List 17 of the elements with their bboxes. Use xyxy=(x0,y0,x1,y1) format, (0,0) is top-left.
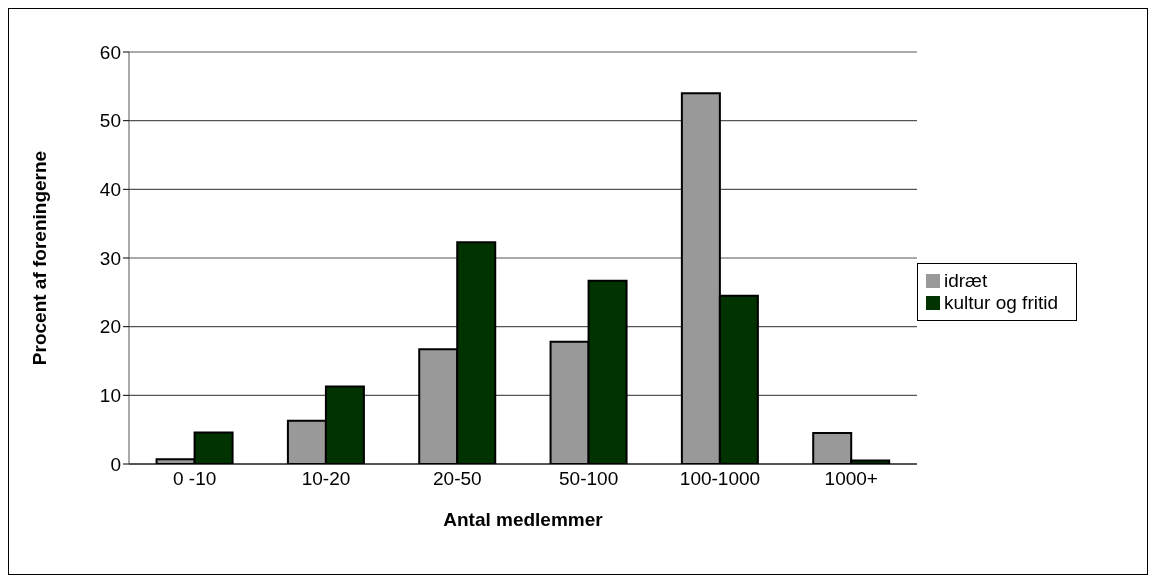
y-tick-label: 50 xyxy=(99,110,121,132)
y-tick-label: 60 xyxy=(99,41,121,63)
y-tick-label: 10 xyxy=(99,385,121,407)
x-tick-label: 50-100 xyxy=(559,468,619,490)
x-tick-label: 20-50 xyxy=(433,468,482,490)
x-axis-title: Antal medlemmer xyxy=(443,509,604,530)
x-tick-label: 100-1000 xyxy=(679,468,761,490)
y-tick-label: 40 xyxy=(99,179,121,201)
y-tick-label: 30 xyxy=(99,247,121,269)
legend-label: kultur og fritid xyxy=(943,291,1058,313)
y-axis-title: Procent af foreningerne xyxy=(28,150,50,366)
x-tick-label: 0 -10 xyxy=(173,468,217,490)
x-tick-label: 10-20 xyxy=(301,468,351,490)
y-tick-label: 0 xyxy=(110,453,121,475)
x-tick-label: 1000+ xyxy=(824,468,878,490)
y-tick-label: 20 xyxy=(99,316,121,338)
legend-label: idræt xyxy=(943,269,988,291)
